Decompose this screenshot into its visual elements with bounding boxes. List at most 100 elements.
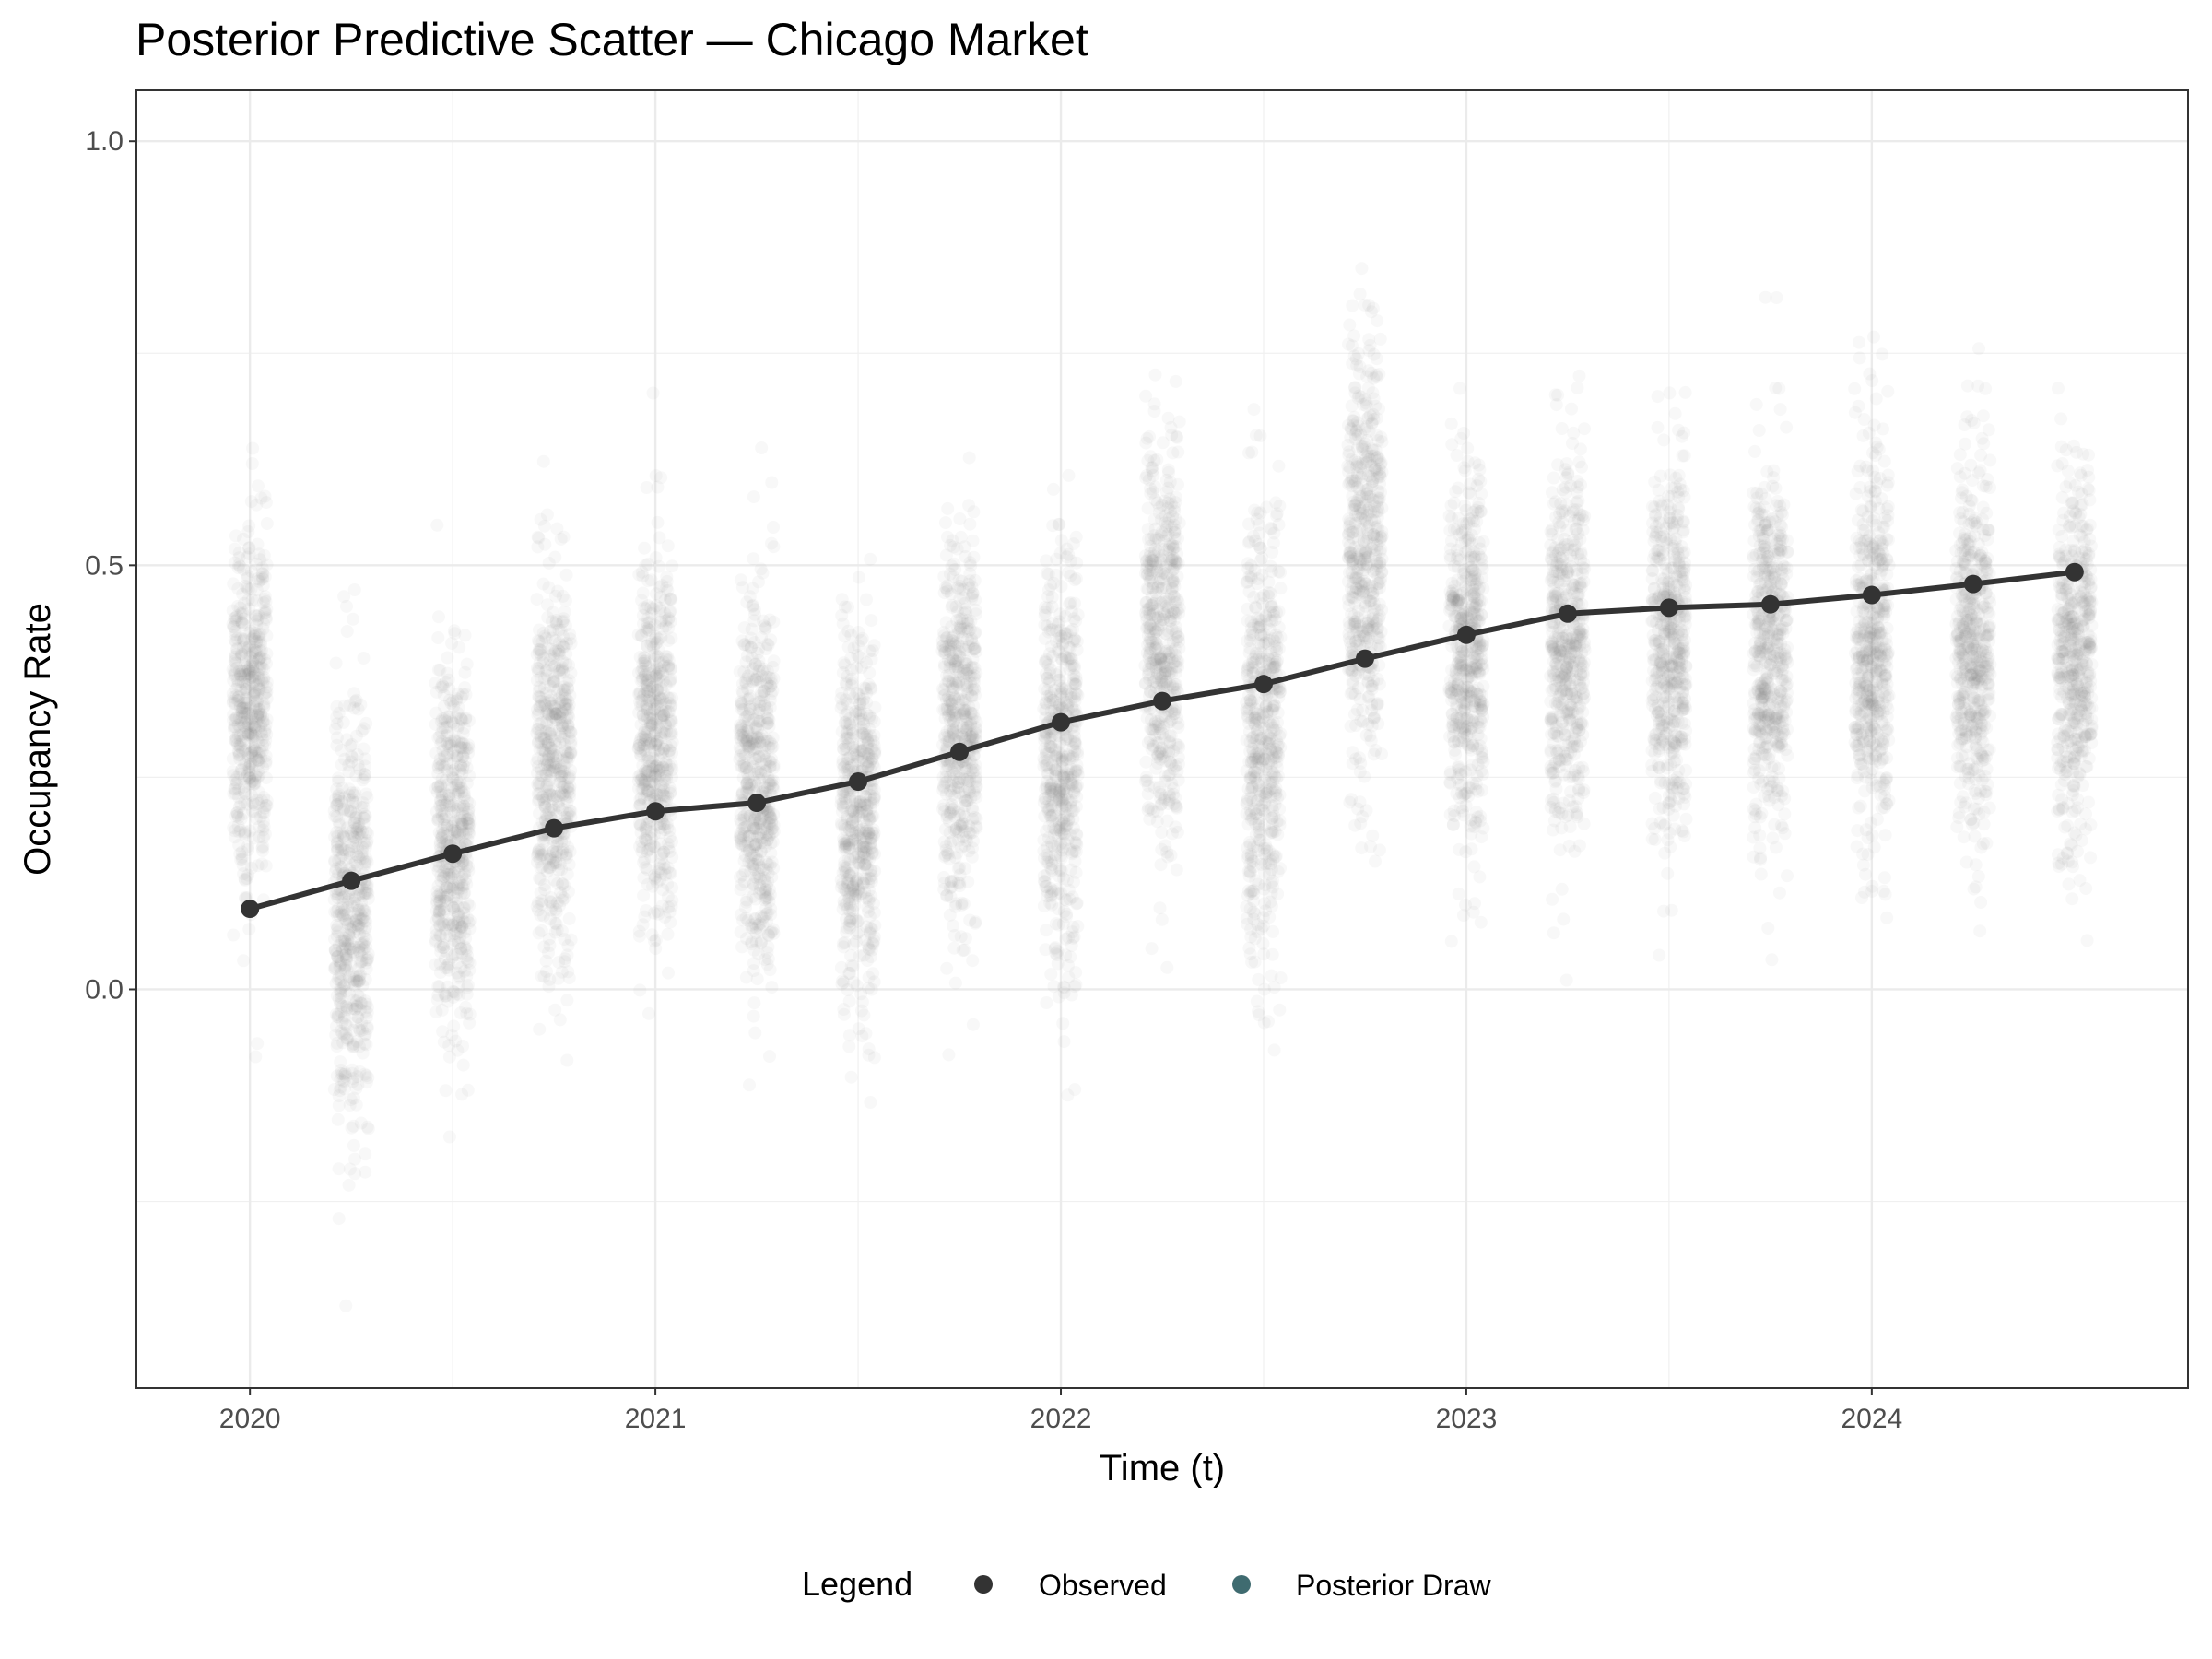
posterior-draw-point bbox=[430, 518, 444, 532]
posterior-draw-point bbox=[358, 759, 371, 773]
posterior-draw-point bbox=[240, 696, 253, 710]
posterior-draw-point bbox=[1148, 368, 1162, 382]
posterior-draw-point bbox=[331, 830, 345, 843]
posterior-draw-point bbox=[257, 791, 271, 804]
posterior-draw-point bbox=[347, 701, 361, 715]
posterior-draw-point bbox=[764, 633, 778, 647]
posterior-draw-point bbox=[243, 659, 257, 673]
posterior-draw-point bbox=[246, 732, 260, 746]
posterior-draw-point bbox=[237, 633, 251, 647]
posterior-draw-point bbox=[963, 517, 977, 531]
posterior-draw-point bbox=[949, 822, 963, 836]
posterior-draw-point bbox=[258, 593, 272, 606]
posterior-draw-point bbox=[357, 652, 371, 665]
posterior-draw-point bbox=[1145, 942, 1159, 956]
posterior-draw-point bbox=[961, 720, 975, 734]
posterior-draw-point bbox=[539, 665, 553, 678]
posterior-draw-point bbox=[663, 866, 677, 880]
posterior-draw-point bbox=[227, 928, 241, 942]
posterior-draw-point bbox=[227, 620, 241, 634]
posterior-draw-point bbox=[239, 725, 253, 739]
posterior-draw-point bbox=[250, 583, 264, 596]
posterior-draw-point bbox=[437, 918, 451, 932]
posterior-draw-point bbox=[556, 654, 570, 668]
posterior-draw-point bbox=[955, 898, 969, 912]
posterior-draw-point bbox=[1047, 576, 1061, 590]
posterior-draw-point bbox=[244, 670, 258, 684]
posterior-draw-point bbox=[841, 983, 854, 996]
posterior-draw-point bbox=[234, 734, 248, 747]
posterior-draw-point bbox=[1037, 729, 1051, 743]
posterior-draw-point bbox=[238, 872, 252, 886]
posterior-draw-point bbox=[226, 687, 240, 700]
posterior-draw-point bbox=[247, 629, 261, 643]
posterior-draw-point bbox=[765, 981, 779, 994]
posterior-draw-point bbox=[232, 665, 246, 677]
posterior-draw-point bbox=[250, 793, 264, 806]
posterior-draw-point bbox=[560, 637, 573, 651]
posterior-draw-point bbox=[1067, 821, 1080, 835]
posterior-draw-point bbox=[238, 677, 252, 691]
posterior-draw-point bbox=[244, 788, 258, 802]
posterior-draw-point bbox=[455, 870, 469, 884]
posterior-draw-point bbox=[233, 601, 247, 615]
posterior-draw-point bbox=[259, 734, 273, 747]
posterior-draws bbox=[226, 262, 2099, 1312]
posterior-draw-point bbox=[748, 1026, 762, 1040]
posterior-draw-point bbox=[252, 785, 265, 799]
posterior-draw-point bbox=[637, 871, 651, 885]
posterior-draw-point bbox=[250, 498, 264, 512]
posterior-draw-point bbox=[232, 791, 246, 804]
posterior-draw-point bbox=[1041, 689, 1053, 703]
posterior-draw-point bbox=[1169, 374, 1182, 388]
posterior-draw-point bbox=[253, 547, 266, 561]
posterior-draw-point bbox=[644, 736, 658, 750]
posterior-draw-point bbox=[251, 688, 265, 701]
posterior-draw-point bbox=[947, 874, 960, 888]
posterior-draw-point bbox=[429, 1006, 443, 1018]
posterior-draw-point bbox=[259, 686, 273, 700]
posterior-draw-point bbox=[255, 733, 269, 747]
posterior-draw-point bbox=[556, 693, 570, 707]
posterior-draw-point bbox=[260, 558, 274, 571]
posterior-draw-point bbox=[544, 679, 558, 693]
posterior-draw-point bbox=[457, 784, 471, 798]
posterior-draw-point bbox=[241, 581, 254, 594]
posterior-draw-point bbox=[547, 606, 559, 619]
posterior-draw-point bbox=[1040, 800, 1053, 814]
posterior-draw-point bbox=[834, 880, 848, 894]
posterior-draw-point bbox=[753, 714, 767, 728]
posterior-draw-point bbox=[229, 721, 242, 734]
posterior-draw-point bbox=[251, 707, 265, 721]
posterior-draw-point bbox=[260, 794, 274, 807]
posterior-draw-point bbox=[442, 1130, 456, 1144]
posterior-draw-point bbox=[251, 667, 265, 681]
posterior-draw-point bbox=[359, 716, 373, 730]
posterior-draw-point bbox=[1058, 609, 1072, 623]
posterior-draw-point bbox=[1068, 1083, 1082, 1097]
posterior-draw-point bbox=[253, 674, 266, 688]
posterior-draw-point bbox=[237, 696, 251, 710]
posterior-draw-point bbox=[330, 700, 344, 713]
posterior-draw-point bbox=[754, 882, 768, 896]
posterior-draw-point bbox=[331, 921, 345, 934]
posterior-draw-point bbox=[1044, 968, 1058, 982]
posterior-draw-point bbox=[852, 571, 865, 584]
posterior-draw-point bbox=[755, 441, 769, 454]
posterior-draw-point bbox=[252, 628, 265, 641]
posterior-draw-point bbox=[655, 579, 669, 593]
posterior-draw-point bbox=[867, 739, 881, 753]
posterior-draw-point bbox=[441, 748, 454, 762]
posterior-draw-point bbox=[662, 966, 675, 980]
posterior-draw-point bbox=[260, 685, 274, 699]
posterior-draw-point bbox=[253, 635, 267, 649]
posterior-draw-point bbox=[734, 695, 747, 709]
posterior-draw-point bbox=[962, 451, 976, 465]
posterior-draw-point bbox=[939, 677, 953, 691]
posterior-draw-point bbox=[759, 901, 773, 915]
posterior-draw-point bbox=[340, 625, 354, 638]
posterior-draw-point bbox=[248, 773, 262, 787]
posterior-draw-point bbox=[535, 848, 548, 862]
posterior-draw-point bbox=[233, 667, 247, 681]
posterior-draw-point bbox=[942, 1048, 956, 1062]
